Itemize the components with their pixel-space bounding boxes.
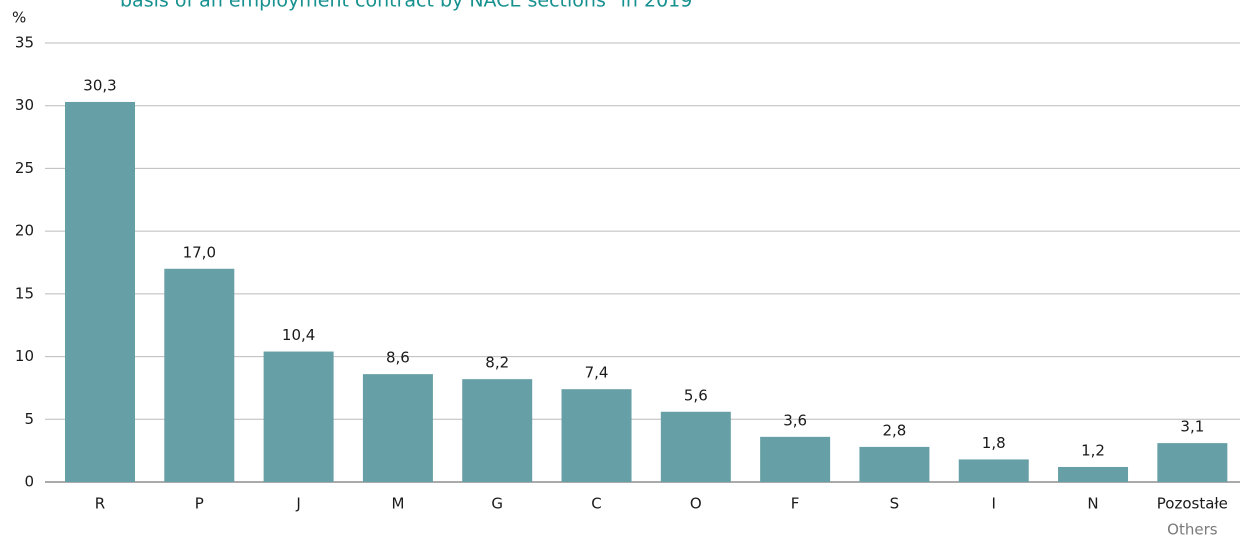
value-label: 5,6 xyxy=(684,386,708,404)
y-tick-label: 10 xyxy=(15,347,34,365)
bar xyxy=(1157,443,1228,482)
value-label: 30,3 xyxy=(83,76,116,94)
bar xyxy=(958,459,1029,482)
x-tick-label: J xyxy=(295,495,300,513)
x-tick-label: O xyxy=(690,495,702,513)
bar xyxy=(660,411,731,482)
bar xyxy=(1058,466,1129,482)
value-label: 3,6 xyxy=(783,411,807,429)
value-label: 1,8 xyxy=(982,434,1006,452)
value-label: 10,4 xyxy=(282,326,315,344)
x-tick-sublabel: Others xyxy=(1167,521,1218,537)
x-tick-label: P xyxy=(195,495,204,513)
value-label: 17,0 xyxy=(183,243,216,261)
x-tick-label: I xyxy=(992,495,996,513)
y-tick-label: 25 xyxy=(15,159,34,177)
bar xyxy=(760,436,831,482)
bar xyxy=(263,351,334,482)
chart-title: basis of an employment contract by NACE … xyxy=(120,0,692,12)
x-tick-label: F xyxy=(791,495,800,513)
y-tick-label: 0 xyxy=(24,473,34,491)
x-tick-label: N xyxy=(1087,495,1098,513)
x-tick-label: C xyxy=(591,495,601,513)
x-tick-label: R xyxy=(95,495,105,513)
bar xyxy=(462,379,533,482)
bar xyxy=(362,374,433,482)
value-label: 1,2 xyxy=(1081,441,1105,459)
value-label: 3,1 xyxy=(1180,418,1204,436)
y-tick-label: 30 xyxy=(15,96,34,114)
y-tick-label: 20 xyxy=(15,222,34,240)
x-tick-label: Pozostałe xyxy=(1157,495,1228,513)
x-tick-label: G xyxy=(491,495,503,513)
value-label: 8,6 xyxy=(386,349,410,367)
bar xyxy=(164,268,235,482)
y-axis-label: % xyxy=(12,9,26,27)
y-tick-label: 15 xyxy=(15,284,34,302)
bar xyxy=(859,446,930,482)
bar xyxy=(561,389,632,482)
y-tick-label: 35 xyxy=(15,34,34,52)
x-tick-label: M xyxy=(391,495,404,513)
value-label: 7,4 xyxy=(585,364,609,382)
x-tick-label: S xyxy=(890,495,900,513)
bar xyxy=(65,101,136,483)
value-label: 8,2 xyxy=(485,354,509,372)
value-label: 2,8 xyxy=(883,421,907,439)
y-tick-label: 5 xyxy=(24,410,34,428)
